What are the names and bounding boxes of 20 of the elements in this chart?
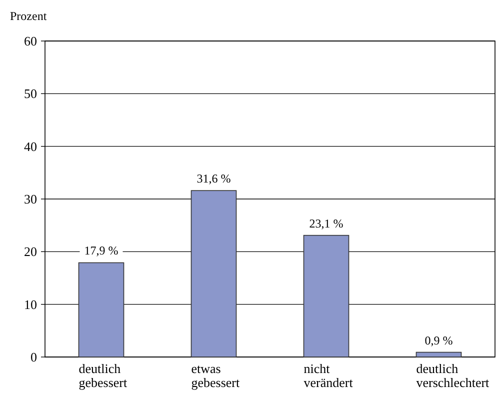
x-tick-label: etwas gebessert [191, 361, 240, 390]
data-label: 17,9 % [84, 244, 118, 258]
data-label: 31,6 % [196, 172, 231, 186]
y-tick-label: 30 [24, 192, 37, 207]
bar [303, 234, 350, 358]
y-tick-label: 50 [24, 86, 37, 102]
x-tick-label: deutlich gebessert [78, 361, 128, 390]
bar [416, 352, 462, 358]
y-tick-label: 20 [24, 244, 37, 260]
x-tick-label: nicht verändert [304, 361, 354, 390]
y-tick-label: 10 [24, 296, 37, 312]
y-tick-label: 40 [24, 138, 37, 154]
bar [78, 262, 124, 358]
y-tick-label: 60 [24, 34, 37, 49]
y-axis-title: Prozent [10, 9, 48, 23]
y-tick-label: 0 [30, 350, 37, 365]
x-tick-label: deutlich verschlechtert [416, 361, 490, 390]
data-label: 0,9 % [424, 333, 453, 348]
data-label: 23,1 % [309, 216, 344, 230]
bar [190, 190, 237, 358]
